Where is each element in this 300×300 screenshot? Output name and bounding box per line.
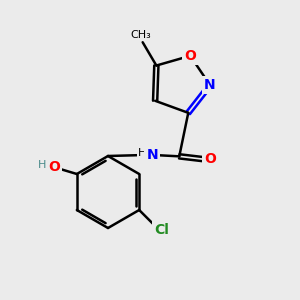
Text: N: N <box>146 148 158 162</box>
Text: N: N <box>204 78 216 92</box>
Text: Cl: Cl <box>154 223 169 236</box>
Text: CH₃: CH₃ <box>130 30 151 40</box>
Text: O: O <box>48 160 60 174</box>
Text: H: H <box>38 160 46 170</box>
Text: O: O <box>204 152 216 166</box>
Text: O: O <box>184 49 196 63</box>
Text: H: H <box>138 148 146 158</box>
